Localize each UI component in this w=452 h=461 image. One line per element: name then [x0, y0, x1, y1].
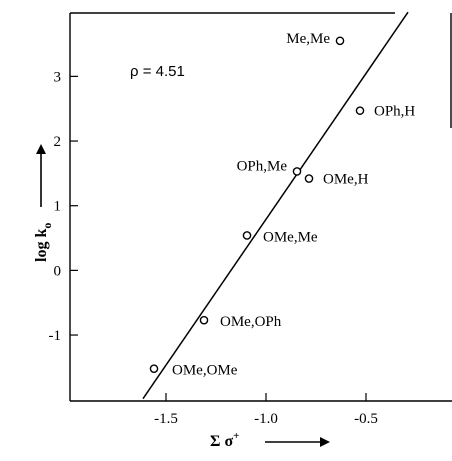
data-point-label: OMe,OPh [220, 314, 282, 330]
y-axis-ticks: -1 0 1 2 3 [49, 69, 78, 344]
plot-frame [69, 12, 452, 402]
x-tick-label: -1.5 [154, 411, 178, 427]
y-axis-arrow-head [36, 144, 46, 154]
y-tick-label: 3 [54, 69, 62, 85]
data-point-label: OPh,Me [237, 158, 288, 174]
y-tick-label: 2 [54, 134, 62, 150]
x-axis-title-superscript: + [233, 430, 239, 442]
fit-line-group [142, 11, 409, 400]
rho-annotation: ρ = 4.51 [130, 63, 185, 80]
data-point-label: OPh,H [374, 104, 415, 120]
data-point [199, 315, 209, 325]
x-axis-title-text: Σ σ [210, 433, 233, 450]
data-point [335, 36, 345, 46]
data-points: Me,Me OPh,H OPh,Me OMe,H OMe,Me OMe,OPh OMe,OM… [149, 31, 415, 379]
data-point-label: OMe,OMe [172, 363, 238, 379]
data-point [292, 167, 302, 176]
svg-text:log ko: log ko [33, 223, 54, 262]
x-axis-ticks: -1.5 -1.0 -0.5 [154, 393, 378, 427]
data-point [304, 174, 314, 183]
y-axis-title: log ko [33, 144, 54, 262]
x-tick-label: -1.0 [254, 411, 278, 427]
regression-line [142, 11, 409, 400]
data-point-label: OMe,Me [263, 229, 318, 245]
x-tick-label: -0.5 [354, 411, 378, 427]
data-point [355, 106, 365, 115]
y-axis-title-text: log k [33, 229, 50, 262]
data-point [242, 231, 252, 240]
y-tick-label: 1 [54, 199, 62, 215]
x-axis-arrow-head [320, 437, 330, 447]
data-point-label: Me,Me [286, 31, 330, 47]
data-point-label: OMe,H [323, 172, 369, 188]
y-tick-label: -1 [49, 328, 62, 344]
svg-text:Σ σ+: Σ σ+ [210, 430, 239, 450]
y-axis-title-subscript: o [40, 223, 54, 229]
data-point [149, 364, 159, 373]
x-axis-title: Σ σ+ [210, 430, 330, 450]
y-tick-label: 0 [54, 263, 62, 279]
